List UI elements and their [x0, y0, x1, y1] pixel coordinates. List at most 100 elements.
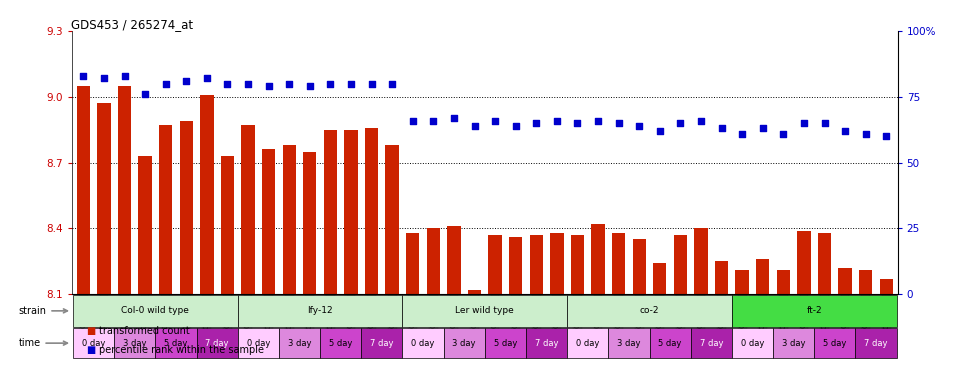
Point: [632, 123, 647, 129]
Point: [117, 73, 132, 79]
Bar: [97, 104, 110, 294]
Point: [240, 81, 255, 87]
Bar: [262, 149, 276, 294]
Point: [858, 131, 874, 137]
Bar: [238, 295, 402, 327]
Text: co-2: co-2: [639, 306, 660, 315]
Point: [179, 78, 194, 84]
Text: percentile rank within the sample: percentile rank within the sample: [99, 344, 264, 355]
Point: [714, 126, 730, 131]
Bar: [221, 156, 234, 294]
Point: [611, 120, 626, 126]
Text: 0 day: 0 day: [82, 339, 106, 348]
Text: ft-2: ft-2: [806, 306, 822, 315]
Bar: [320, 328, 361, 358]
Bar: [345, 130, 358, 294]
Text: 3 day: 3 day: [288, 339, 311, 348]
Point: [529, 120, 544, 126]
Text: 7 day: 7 day: [371, 339, 394, 348]
Text: 7 day: 7 day: [535, 339, 559, 348]
Point: [344, 81, 359, 87]
Bar: [879, 279, 893, 294]
Point: [488, 117, 503, 123]
Point: [467, 123, 482, 129]
Point: [796, 120, 811, 126]
Text: 5 day: 5 day: [659, 339, 682, 348]
Bar: [73, 295, 238, 327]
Bar: [838, 268, 852, 294]
Point: [590, 117, 606, 123]
Point: [508, 123, 523, 129]
Bar: [138, 156, 152, 294]
Text: 3 day: 3 day: [617, 339, 640, 348]
Text: 5 day: 5 day: [493, 339, 517, 348]
Point: [158, 81, 174, 87]
Text: 3 day: 3 day: [452, 339, 476, 348]
Point: [734, 131, 750, 137]
Bar: [118, 86, 132, 294]
Text: transformed count: transformed count: [99, 326, 190, 336]
Bar: [241, 126, 254, 294]
Bar: [238, 328, 279, 358]
Bar: [609, 328, 650, 358]
Bar: [489, 235, 502, 294]
Point: [261, 83, 276, 89]
Bar: [567, 328, 609, 358]
Text: 0 day: 0 day: [576, 339, 599, 348]
Text: lfy-12: lfy-12: [307, 306, 333, 315]
Bar: [526, 328, 567, 358]
Point: [425, 117, 441, 123]
Point: [878, 133, 894, 139]
Bar: [650, 328, 690, 358]
Point: [281, 81, 297, 87]
Bar: [279, 328, 320, 358]
Point: [817, 120, 832, 126]
Bar: [402, 295, 567, 327]
Text: 5 day: 5 day: [823, 339, 847, 348]
Bar: [402, 328, 444, 358]
Bar: [426, 228, 440, 294]
Bar: [77, 86, 90, 294]
Bar: [201, 95, 213, 294]
Text: 0 day: 0 day: [247, 339, 270, 348]
Bar: [735, 270, 749, 294]
Bar: [694, 228, 708, 294]
Bar: [567, 295, 732, 327]
Bar: [690, 328, 732, 358]
Point: [652, 128, 667, 134]
Bar: [282, 145, 296, 294]
Bar: [303, 152, 317, 294]
Bar: [361, 328, 402, 358]
Point: [76, 73, 91, 79]
Point: [549, 117, 564, 123]
Text: GDS453 / 265274_at: GDS453 / 265274_at: [71, 18, 193, 31]
Point: [446, 115, 462, 121]
Point: [756, 126, 771, 131]
Bar: [73, 328, 114, 358]
Point: [384, 81, 399, 87]
Text: 3 day: 3 day: [781, 339, 805, 348]
Point: [96, 75, 111, 81]
Point: [137, 91, 153, 97]
Bar: [180, 121, 193, 294]
Bar: [444, 328, 485, 358]
Bar: [509, 237, 522, 294]
Bar: [674, 235, 687, 294]
Bar: [653, 264, 666, 294]
Text: Ler wild type: Ler wild type: [455, 306, 515, 315]
Point: [673, 120, 688, 126]
Point: [302, 83, 318, 89]
Point: [323, 81, 338, 87]
Bar: [633, 239, 646, 294]
Point: [220, 81, 235, 87]
Text: 7 day: 7 day: [205, 339, 228, 348]
Text: 7 day: 7 day: [864, 339, 888, 348]
Bar: [571, 235, 584, 294]
Bar: [197, 328, 238, 358]
Text: 0 day: 0 day: [411, 339, 435, 348]
Text: 5 day: 5 day: [329, 339, 352, 348]
Point: [199, 75, 214, 81]
Bar: [485, 328, 526, 358]
Text: 3 day: 3 day: [123, 339, 147, 348]
Bar: [797, 231, 810, 294]
